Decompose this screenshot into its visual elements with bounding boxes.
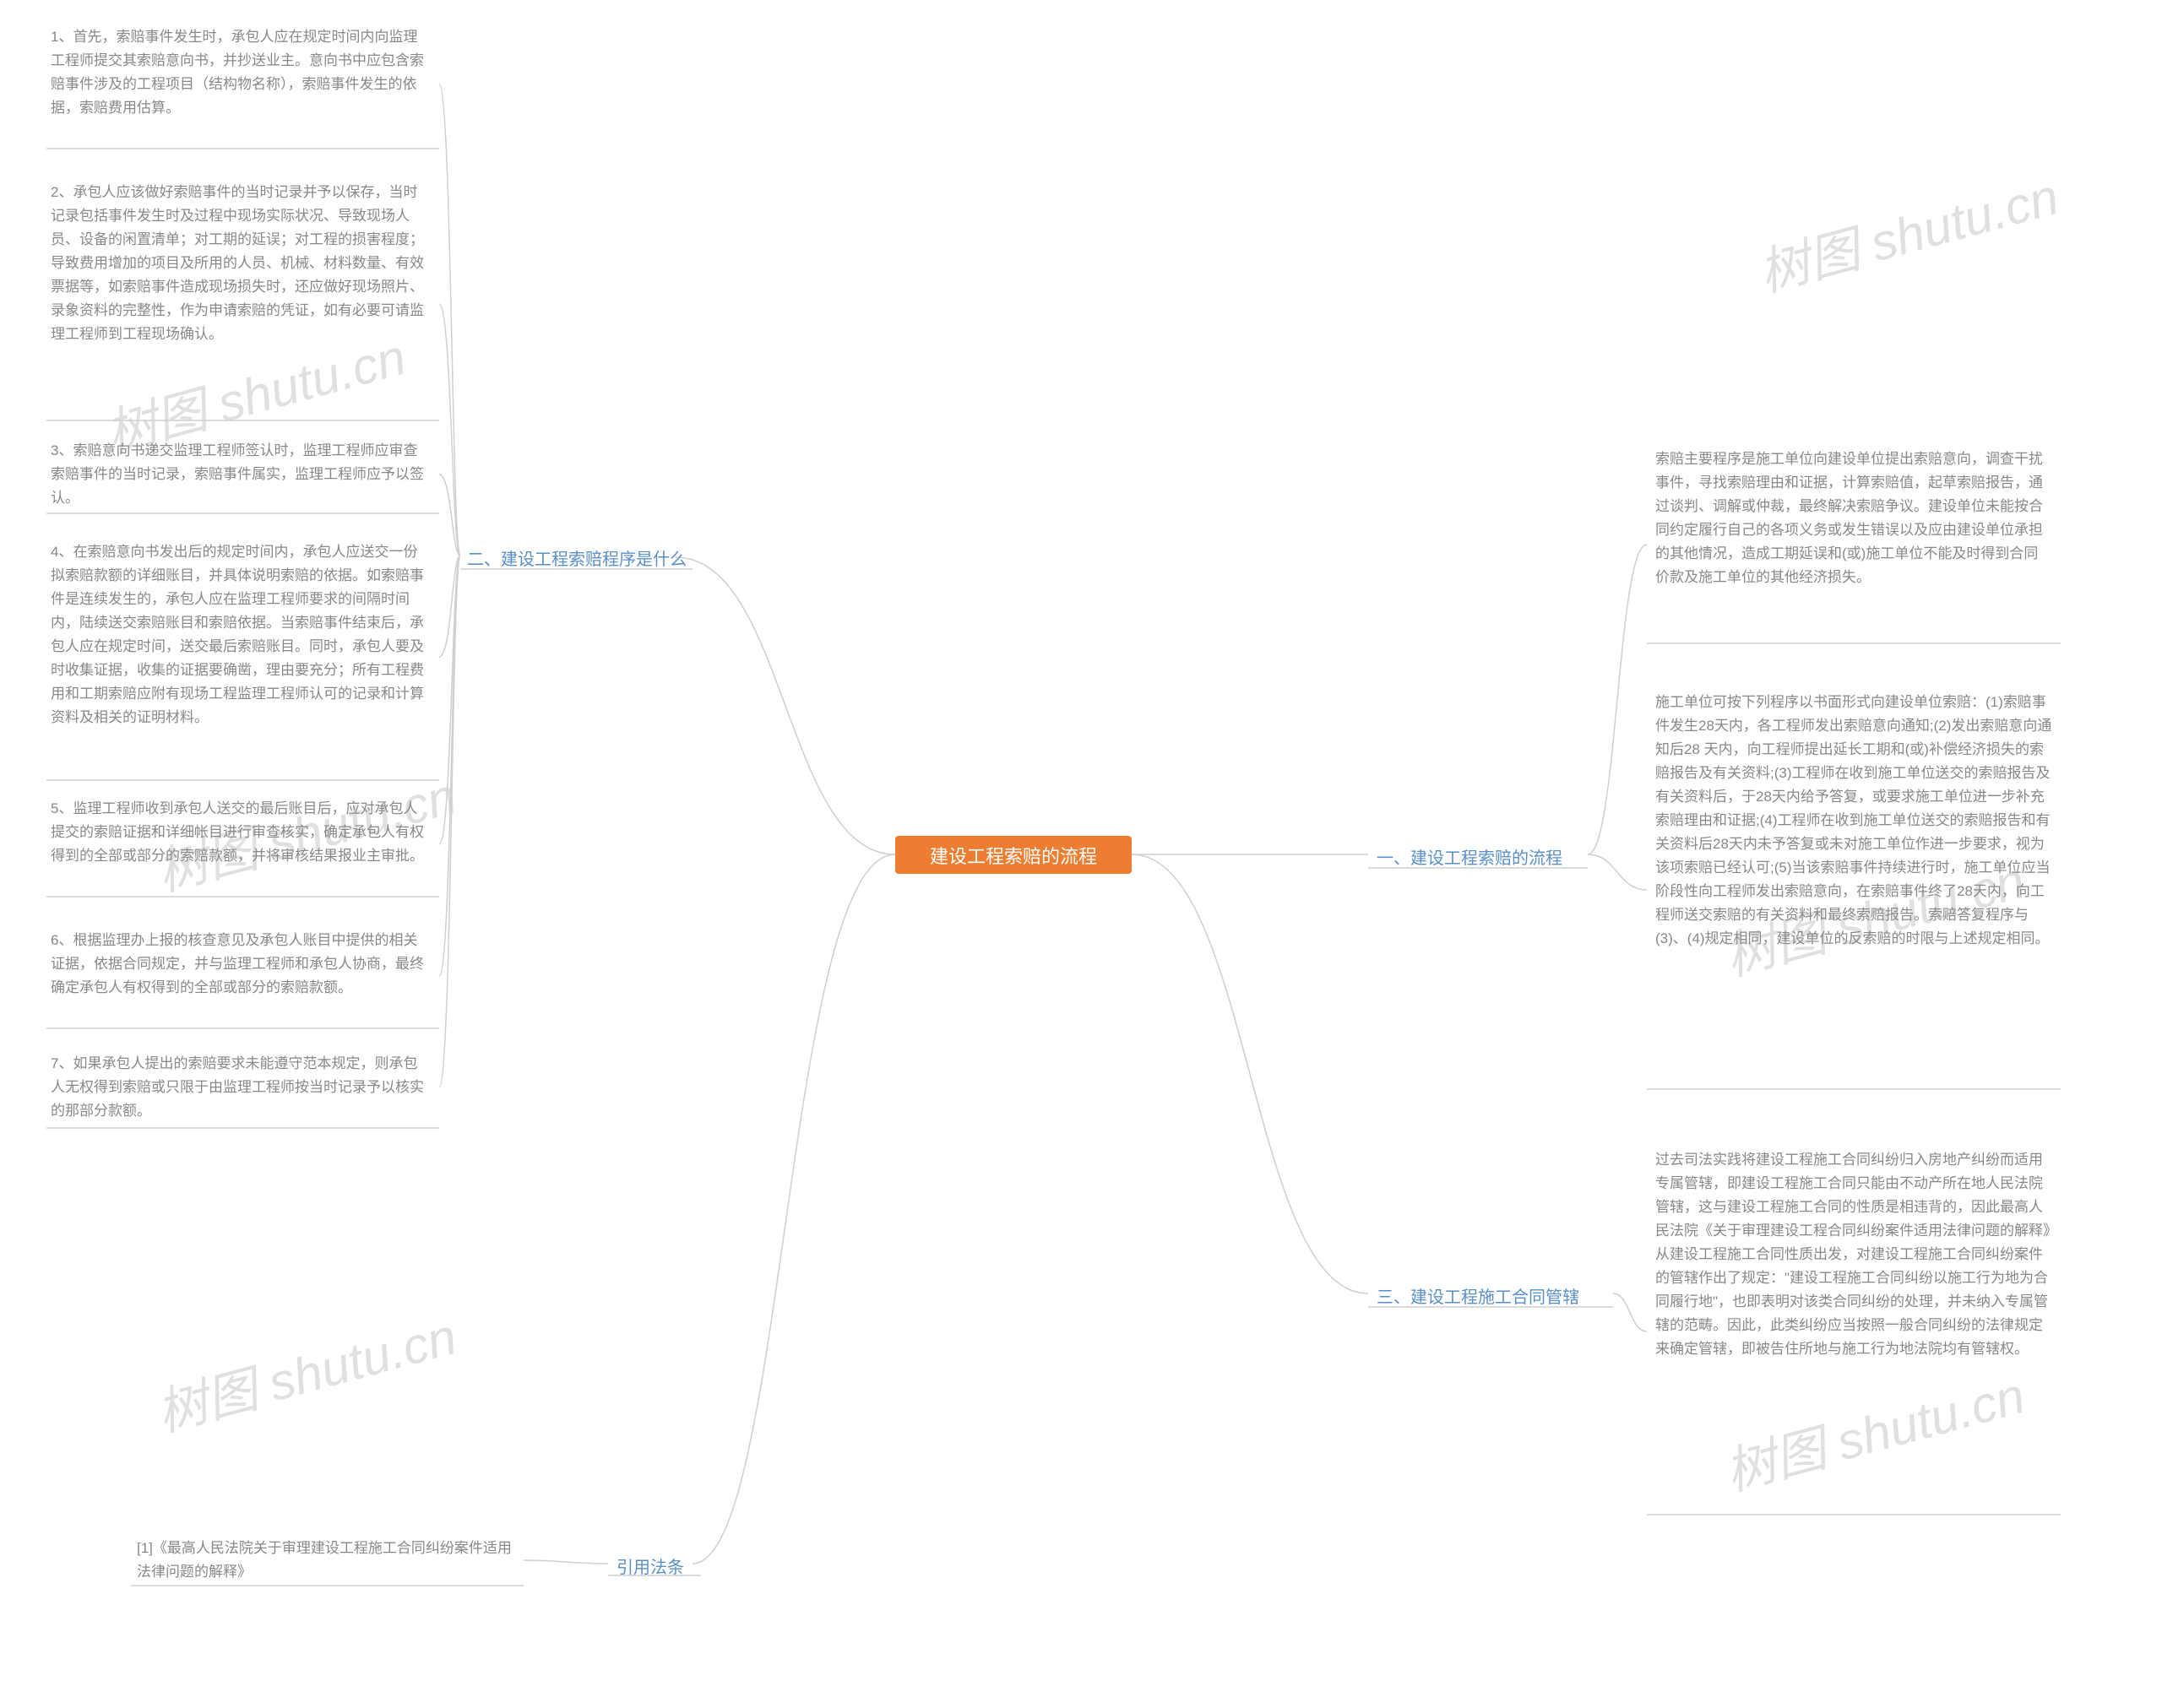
leaf-proc-1: 1、首先，索赔事件发生时，承包人应在规定时间内向监理工程师提交其索赔意向书，并抄…	[51, 25, 431, 120]
leaf-proc-3: 3、索赔意向书递交监理工程师签认时，监理工程师应审查索赔事件的当时记录，索赔事件…	[51, 439, 431, 510]
leaf-proc-4: 4、在索赔意向书发出后的规定时间内，承包人应送交一份拟索赔款额的详细账目，并具体…	[51, 540, 431, 729]
branch-process[interactable]: 一、建设工程索赔的流程	[1377, 844, 1562, 869]
branch-jurisdiction[interactable]: 三、建设工程施工合同管辖	[1377, 1283, 1579, 1308]
leaf-process-1: 索赔主要程序是施工单位向建设单位提出索赔意向，调查干扰事件，寻找索赔理由和证据，…	[1655, 447, 2052, 589]
leaf-citation: [1]《最高人民法院关于审理建设工程施工合同纠纷案件适用法律问题的解释》	[137, 1537, 517, 1584]
watermark: 树图 shutu.cn	[1715, 1354, 2031, 1505]
branch-procedure[interactable]: 二、建设工程索赔程序是什么	[467, 545, 687, 570]
mindmap-canvas: 树图 shutu.cn 树图 shutu.cn 树图 shutu.cn 树图 s…	[0, 0, 2162, 1708]
root-label: 建设工程索赔的流程	[930, 842, 1097, 869]
leaf-proc-7: 7、如果承包人提出的索赔要求未能遵守范本规定，则承包人无权得到索赔或只限于由监理…	[51, 1052, 431, 1123]
leaf-proc-5: 5、监理工程师收到承包人送交的最后账目后，应对承包人提交的索赔证据和详细帐目进行…	[51, 797, 431, 868]
leaf-jurisdiction: 过去司法实践将建设工程施工合同纠纷归入房地产纠纷而适用专属管辖，即建设工程施工合…	[1655, 1148, 2052, 1361]
branch-citation[interactable]: 引用法条	[617, 1553, 684, 1578]
watermark: 树图 shutu.cn	[1749, 155, 2065, 306]
watermark: 树图 shutu.cn	[148, 1295, 464, 1445]
leaf-process-2: 施工单位可按下列程序以书面形式向建设单位索赔：(1)索赔事件发生28天内，各工程…	[1655, 691, 2052, 952]
leaf-proc-6: 6、根据监理办上报的核查意见及承包人账目中提供的相关证据，依据合同规定，并与监理…	[51, 929, 431, 1000]
leaf-proc-2: 2、承包人应该做好索赔事件的当时记录并予以保存，当时记录包括事件发生时及过程中现…	[51, 181, 431, 346]
root-node[interactable]: 建设工程索赔的流程	[895, 836, 1132, 874]
